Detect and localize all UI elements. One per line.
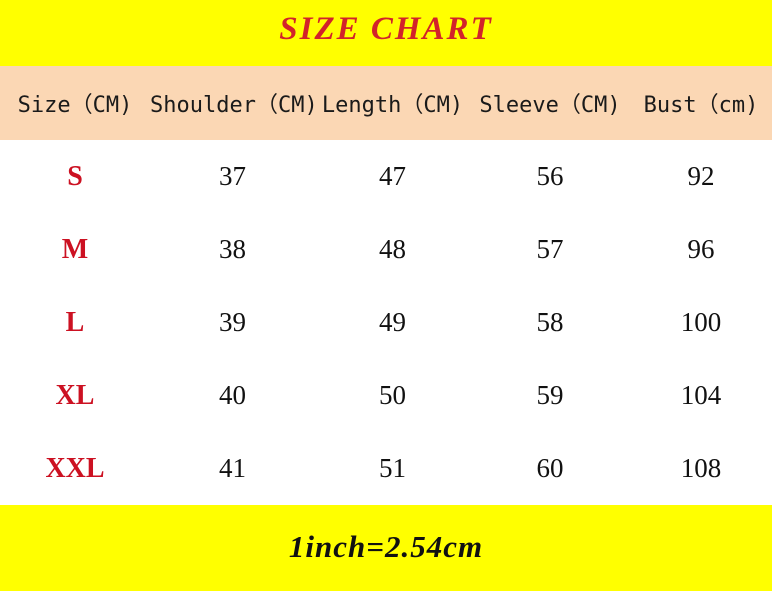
footer-band bbox=[0, 505, 772, 591]
unit-conversion-note: 1inch=2.54cm bbox=[288, 529, 484, 564]
column-header-shoulder: Shoulder（CM) bbox=[150, 93, 318, 118]
column-header-sleeve: Sleeve（CM) bbox=[479, 93, 621, 118]
column-header-bust: Bust（cm) bbox=[643, 93, 759, 118]
table-row: S 37 47 56 92 bbox=[0, 140, 772, 213]
cell-sleeve: 60 bbox=[536, 453, 564, 483]
cell-size: L bbox=[65, 306, 85, 338]
column-header-length: Length（CM) bbox=[321, 93, 464, 118]
table-header-row: Size（CM) Shoulder（CM) Length（CM) Sleeve（… bbox=[0, 66, 772, 140]
table-row: L 39 49 58 100 bbox=[0, 286, 772, 359]
cell-sleeve: 58 bbox=[536, 307, 564, 337]
cell-length: 49 bbox=[379, 307, 406, 337]
cell-size: XXL bbox=[45, 452, 105, 484]
cell-bust: 100 bbox=[680, 307, 722, 337]
cell-bust: 96 bbox=[687, 234, 715, 264]
header-band bbox=[0, 66, 772, 140]
table-row: XL 40 50 59 104 bbox=[0, 359, 772, 432]
column-header-size: Size（CM) bbox=[17, 93, 133, 118]
cell-shoulder: 39 bbox=[219, 307, 246, 337]
cell-size: XL bbox=[55, 379, 95, 411]
cell-shoulder: 38 bbox=[219, 234, 246, 264]
table-body: S 37 47 56 92 M 38 48 57 96 L 39 49 58 1… bbox=[0, 140, 772, 505]
cell-bust: 104 bbox=[680, 380, 722, 410]
title-band bbox=[0, 0, 772, 66]
cell-length: 50 bbox=[379, 380, 406, 410]
cell-sleeve: 57 bbox=[536, 234, 564, 264]
cell-shoulder: 37 bbox=[219, 161, 246, 191]
table-row: M 38 48 57 96 bbox=[0, 213, 772, 286]
cell-size: M bbox=[61, 233, 89, 265]
cell-length: 47 bbox=[379, 161, 406, 191]
cell-bust: 92 bbox=[687, 161, 715, 191]
cell-size: S bbox=[67, 160, 83, 192]
cell-sleeve: 56 bbox=[536, 161, 564, 191]
cell-sleeve: 59 bbox=[536, 380, 564, 410]
cell-shoulder: 40 bbox=[219, 380, 246, 410]
chart-title: SIZE CHART bbox=[279, 11, 493, 47]
cell-shoulder: 41 bbox=[219, 453, 246, 483]
cell-bust: 108 bbox=[680, 453, 722, 483]
cell-length: 48 bbox=[379, 234, 406, 264]
table-row: XXL 41 51 60 108 bbox=[0, 432, 772, 505]
cell-length: 51 bbox=[379, 453, 406, 483]
